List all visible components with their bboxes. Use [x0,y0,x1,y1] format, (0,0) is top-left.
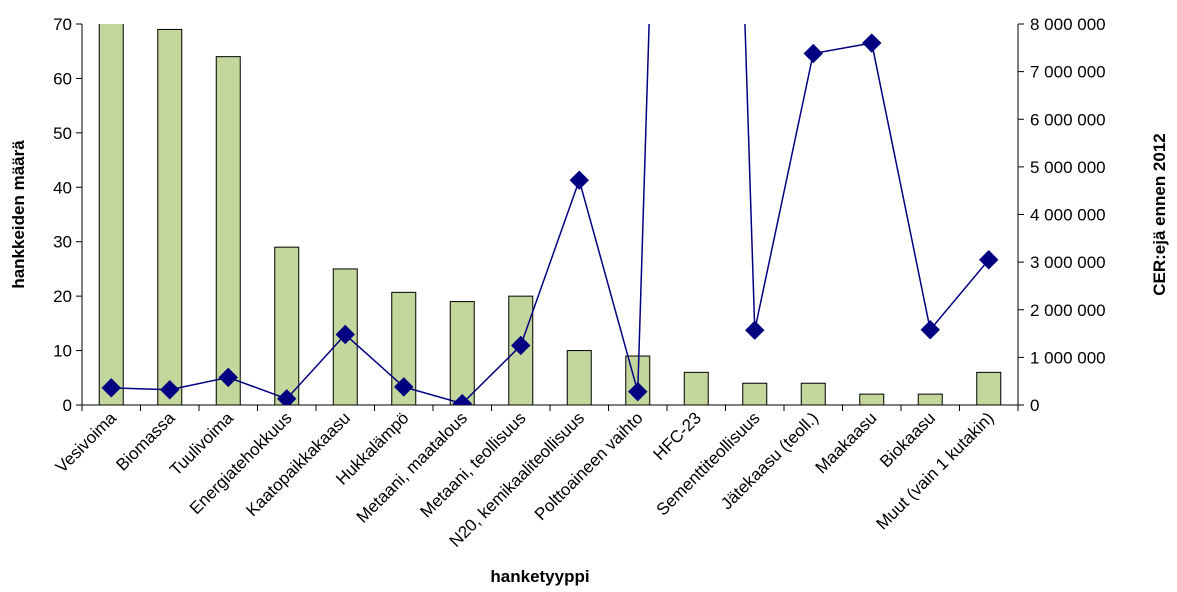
bar [98,24,124,405]
cer-point [511,335,531,356]
y2-tick-label: 6 000 000 [1030,110,1106,129]
y2-tick-label: 1 000 000 [1030,348,1106,367]
bar [449,301,475,405]
y-tick-label: 30 [53,233,72,252]
y2-tick-label: 0 [1030,396,1039,415]
cer-point [745,320,765,340]
y-tick-label: 70 [53,15,72,34]
bar [917,393,943,405]
x-tick-label: Sementtiteollisuus [653,408,764,519]
ticks-layer: 0 10 20 30 40 50 60 70 0 1 000 000 2 000 000 3 000 … [52,15,1106,551]
y2-axis-title: CER:ejä ennen 2012 [1150,133,1169,296]
y2-tick-label: 5 000 000 [1030,158,1106,177]
cer-point [394,377,414,397]
y-tick-label: 50 [53,124,72,143]
cer-point [277,389,297,405]
y-tick-label: 60 [53,69,72,88]
bar [274,246,300,405]
x-tick-label: Metaani, teollisuus [417,408,530,521]
cer-point [628,381,648,402]
x-tick-label: Vesivoima [52,408,121,477]
cer-line [111,24,990,405]
bar [976,371,1002,405]
bar [566,350,592,405]
x-tick-label: Maakaasu [812,408,881,477]
bar [800,382,826,405]
x-tick-label: Energiatehokkuus [186,408,296,518]
y-axis-title: hankkeiden määrä [9,140,28,289]
cer-point [218,367,238,388]
x-tick-label: Jätekaasu (teoll.) [717,408,822,513]
x-tick-label: Kaatopaikkakaasu [242,408,354,520]
y2-tick-label: 2 000 000 [1030,301,1106,320]
y2-tick-label: 4 000 000 [1030,206,1106,225]
cer-point [803,43,823,64]
cer-point [452,393,472,405]
x-axis-title: hanketyyppi [490,567,589,586]
cer-point [101,378,121,398]
x-tick-label: Muut (vain 1 kutakin) [873,408,998,533]
cer-point [160,380,180,400]
bar [157,28,183,405]
line-layer [101,24,999,405]
y-tick-label: 40 [53,178,72,197]
bar [683,371,709,405]
cer-point [979,250,999,270]
x-tick-label: HFC-23 [650,408,706,464]
cer-point [862,33,882,53]
cer-point [569,170,589,190]
bar [215,56,241,405]
y-tick-label: 0 [63,396,72,415]
x-tick-label: Metaani, maatalous [353,408,471,526]
y-tick-label: 20 [53,287,72,306]
y2-tick-label: 3 000 000 [1030,253,1106,272]
y2-tick-label: 7 000 000 [1030,63,1106,82]
bar [742,382,768,405]
cer-point [920,320,940,340]
cer-point [335,324,355,345]
y-tick-label: 10 [53,342,72,361]
bar [859,393,885,405]
y2-tick-label: 8 000 000 [1030,15,1106,34]
x-tick-label: Polttoaineen vaihto [531,408,647,524]
bars-layer [98,24,1002,405]
